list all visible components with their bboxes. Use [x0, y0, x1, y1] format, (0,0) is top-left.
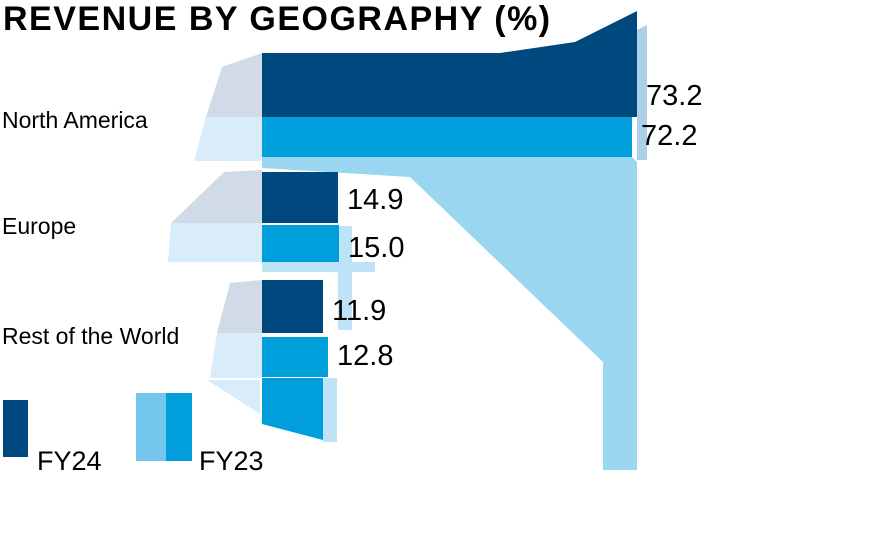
value-label-fy24-rest-of-the-world: 11.9 — [332, 295, 387, 327]
artifact-na-left-gray — [206, 53, 262, 117]
bar-fy23-north-america — [262, 117, 632, 157]
chart-title: REVENUE BY GEOGRAPHY (%) — [3, 0, 552, 38]
legend-label-fy24: FY24 — [37, 446, 102, 476]
category-label-rest-of-the-world: Rest of the World — [2, 323, 180, 349]
artifact-row-left-gray — [217, 280, 262, 333]
value-label-fy24-europe: 14.9 — [347, 184, 404, 216]
bar-fy23-rest-of-the-world — [262, 337, 328, 377]
bar-fy24-north-america — [262, 53, 637, 117]
artifact-eu-left-pale — [168, 223, 262, 262]
category-label-north-america: North America — [2, 107, 148, 133]
artifact-legend-left-pale — [207, 380, 260, 414]
artifact-row-bottom-strip — [323, 378, 337, 442]
artifact-eu-left-gray — [171, 170, 262, 223]
category-label-europe: Europe — [2, 213, 77, 239]
value-label-fy23-europe: 15.0 — [348, 232, 405, 264]
value-label-fy23-rest-of-the-world: 12.8 — [337, 340, 394, 372]
artifact-row-left-pale — [210, 333, 262, 378]
value-label-fy24-north-america: 73.2 — [646, 80, 703, 112]
bar-fy23-europe — [262, 225, 339, 262]
bar-fy24-rest-of-the-world — [262, 280, 323, 333]
artifact-row-bottom-smear — [262, 378, 323, 440]
value-label-fy23-north-america: 72.2 — [641, 120, 698, 152]
legend-label-fy23: FY23 — [199, 446, 264, 476]
bar-fy24-europe — [262, 172, 338, 223]
legend-swatch-fy23 — [166, 393, 192, 461]
artifact-na-left-pale — [194, 117, 262, 161]
legend-swatch-fy23-light — [136, 393, 166, 461]
legend-swatch-fy24 — [3, 400, 28, 457]
